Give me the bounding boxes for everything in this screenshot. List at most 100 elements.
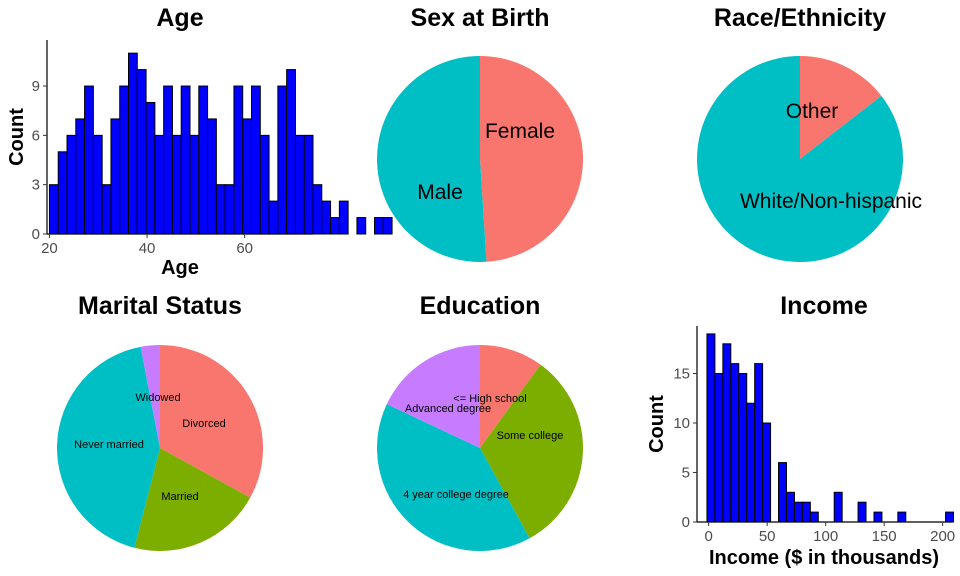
histogram-bar [259, 134, 270, 235]
histogram-bar [303, 134, 314, 235]
histogram-bar [101, 184, 112, 235]
x-tick-label: 200 [930, 528, 955, 545]
histogram-bar [277, 85, 288, 235]
y-tick-label: 6 [32, 127, 40, 144]
histogram-bar [251, 85, 261, 235]
histogram-bar [207, 118, 217, 235]
x-tick-label: 40 [139, 240, 156, 257]
y-tick-label: 5 [682, 465, 690, 482]
histogram-bar [714, 373, 724, 523]
histogram-bar [762, 422, 772, 523]
histogram-bar [57, 151, 68, 235]
pie-slice-female [480, 56, 584, 262]
histogram-bar [198, 85, 209, 235]
histogram-bar [706, 333, 716, 523]
histogram-bar [945, 511, 955, 523]
bar-group [706, 333, 955, 523]
histogram-bar [785, 491, 795, 523]
histogram-bar [110, 118, 121, 235]
x-tick-label: 100 [813, 528, 838, 545]
x-tick-label: 20 [41, 240, 58, 257]
chart-title: Age [156, 4, 203, 32]
panel-education: Education <= High school Some college 4 … [377, 292, 583, 551]
histogram-bar [128, 52, 138, 235]
y-tick-label: 10 [673, 415, 690, 432]
panel-race-ethnicity: Race/Ethnicity Other White/Non-hispanic [696, 4, 922, 262]
slice-label-female: Female [485, 120, 555, 143]
pie-slice-married [134, 448, 251, 551]
slice-label-never-married: Never married [74, 439, 144, 451]
histogram-bar [48, 184, 59, 235]
pie-group [377, 345, 583, 551]
x-tick-label: 50 [759, 528, 776, 545]
x-axis-label: Income ($ in thousands) [709, 547, 939, 569]
bar-group [48, 52, 393, 235]
histogram-bar [92, 134, 103, 235]
histogram-bar [286, 69, 296, 235]
histogram-bar [66, 134, 77, 235]
histogram-bar [145, 101, 156, 235]
histogram-bar [312, 184, 323, 235]
pie-slice-widowed [140, 345, 160, 448]
histogram-bar [338, 200, 349, 235]
histogram-bar [730, 363, 740, 523]
slice-label-other: Other [786, 100, 839, 123]
slice-label-some-college: Some college [497, 430, 564, 442]
chart-title: Race/Ethnicity [714, 4, 886, 32]
x-tick-label: 150 [872, 528, 897, 545]
histogram-bar [180, 85, 191, 235]
histogram-bar [809, 511, 819, 523]
y-tick-label: 3 [32, 177, 40, 194]
slice-label-male: Male [417, 181, 463, 204]
pie-slice-some-college [480, 364, 583, 539]
tick-group: 0 50 100 150 200 0 5 10 15 [673, 366, 955, 545]
pie-slice-other [800, 56, 882, 159]
histogram-bar [356, 217, 367, 235]
panel-marital-status: Marital Status Divorced Married Never ma… [57, 292, 263, 551]
histogram-bar [382, 217, 393, 235]
pie-group [377, 56, 584, 262]
histogram-bar [215, 184, 226, 235]
panel-age: Age Age Count 20 40 60 0 3 6 9 [6, 4, 393, 279]
histogram-bar [321, 200, 332, 235]
pie-group [57, 345, 263, 551]
histogram-bar [746, 402, 756, 523]
histogram-bar [873, 511, 883, 523]
histogram-bar [833, 491, 843, 523]
histogram-bar [75, 118, 86, 235]
histogram-bar [294, 134, 305, 235]
histogram-bar [189, 134, 200, 235]
pie-slice-male [377, 56, 487, 262]
slice-label-widowed: Widowed [135, 392, 180, 404]
pie-slice-high-school [480, 345, 541, 448]
pie-slice-advanced-degree [386, 345, 480, 448]
slice-label-divorced: Divorced [182, 418, 225, 430]
histogram-bar [330, 217, 340, 235]
y-axis-label: Count [6, 108, 28, 166]
pie-group [696, 56, 903, 262]
histogram-bar [778, 462, 787, 523]
histogram-bar [233, 85, 244, 235]
x-tick-label: 60 [236, 240, 253, 257]
histogram-bar [136, 69, 147, 235]
chart-title: Marital Status [78, 292, 242, 320]
panel-sex-at-birth: Sex at Birth Female Male [377, 4, 584, 262]
slice-label-high-school: <= High school [453, 393, 526, 405]
histogram-bar [722, 343, 732, 523]
histogram-bar [224, 184, 235, 235]
histogram-bar [754, 363, 764, 523]
histogram-bar [171, 134, 182, 235]
histogram-bar [738, 373, 748, 523]
y-tick-label: 15 [673, 366, 690, 383]
histogram-bar [242, 118, 253, 235]
pie-slice-never-married [57, 346, 161, 548]
y-tick-label: 9 [32, 78, 40, 95]
slice-label-4-year-college: 4 year college degree [403, 489, 509, 501]
tick-group: 20 40 60 0 3 6 9 [32, 78, 253, 257]
x-tick-label: 0 [705, 528, 713, 545]
chart-title: Sex at Birth [411, 4, 550, 32]
histogram-bar [897, 511, 907, 523]
chart-title: Education [420, 292, 541, 320]
slice-label-married: Married [161, 491, 198, 503]
pie-slice-4-year-college-degree [377, 404, 530, 551]
